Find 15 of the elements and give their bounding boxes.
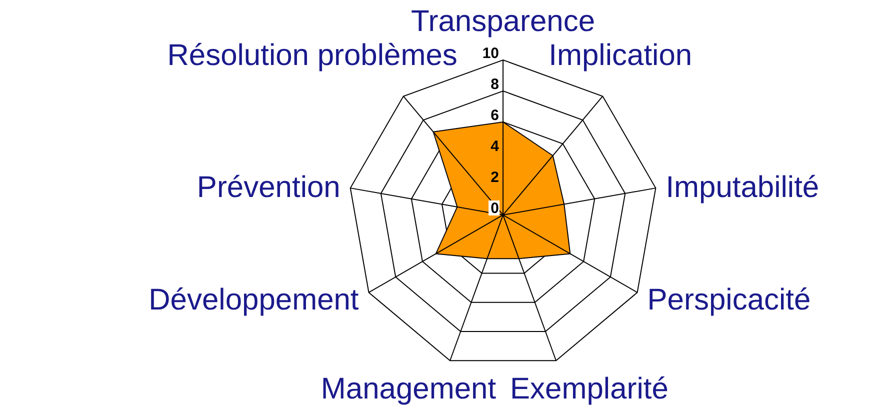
y-tick-label: 6 — [490, 106, 500, 124]
spoke-label: Prévention — [196, 171, 340, 204]
spoke-label: Management — [320, 372, 497, 406]
spoke-label: Transparence — [411, 4, 596, 38]
y-tick-label: 0 — [490, 200, 500, 217]
y-tick-label: 2 — [490, 168, 500, 186]
y-tick-label: 8 — [490, 76, 500, 93]
spoke-label: Résolution problèmes — [167, 39, 458, 72]
y-tick-label: 10 — [482, 44, 500, 62]
spoke-label: Perspicacité — [647, 283, 811, 316]
spoke-label: Implication — [548, 39, 692, 72]
spoke-label: Exemplarité — [510, 372, 668, 406]
y-tick-label: 4 — [490, 138, 500, 155]
spoke-label: Développement — [148, 283, 360, 316]
spoke-label: Imputabilité — [666, 171, 820, 204]
